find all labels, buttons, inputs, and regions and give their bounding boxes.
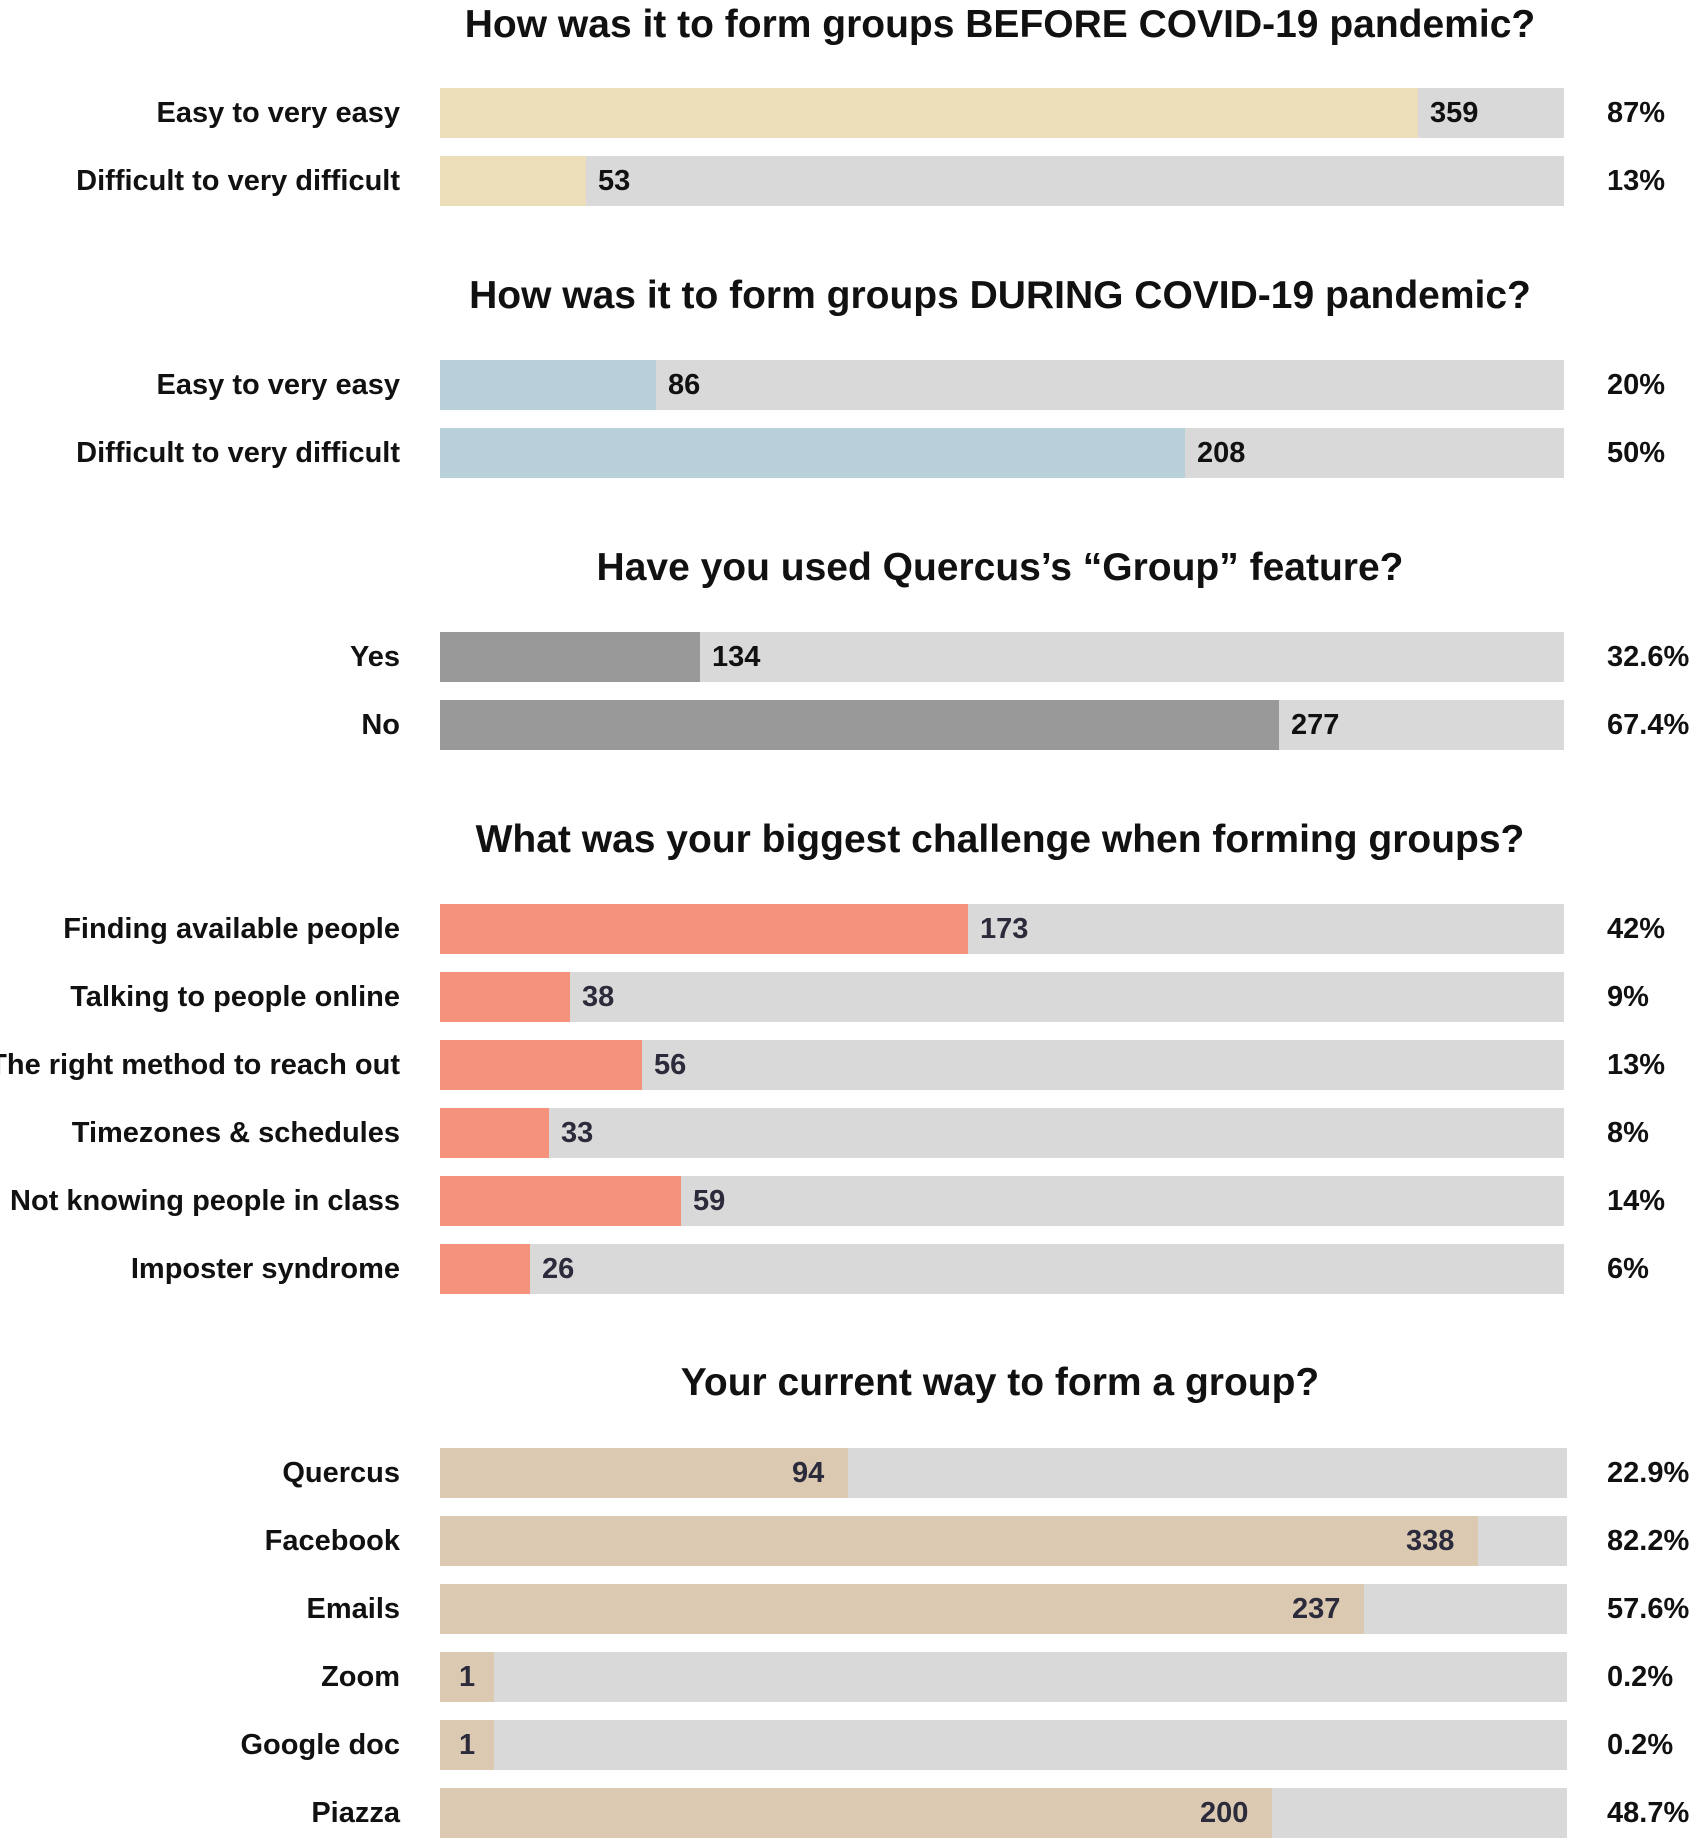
- bar: [440, 156, 586, 206]
- percent-label: 82.2%: [1607, 1525, 1690, 1557]
- bar: [440, 972, 570, 1022]
- chart-title: How was it to form groups BEFORE COVID-1…: [464, 3, 1536, 46]
- bar-track: 38: [440, 972, 1564, 1022]
- chart-title: What was your biggest challenge when for…: [475, 818, 1525, 861]
- percent-label: 32.6%: [1607, 641, 1690, 673]
- bar-value-label: 237: [1292, 1593, 1341, 1625]
- bar: [440, 1788, 1272, 1838]
- bar-track: 26: [440, 1244, 1564, 1294]
- percent-label: 57.6%: [1607, 1593, 1690, 1625]
- bar-track: 208: [440, 428, 1564, 478]
- bar-value-label: 173: [980, 913, 1029, 945]
- category-label: Google doc: [240, 1729, 401, 1761]
- bar-value-label: 338: [1406, 1525, 1455, 1557]
- bar: [440, 1448, 848, 1498]
- category-label: Zoom: [321, 1661, 400, 1693]
- bar-value-label: 59: [693, 1185, 726, 1217]
- bar-track: 359: [440, 88, 1564, 138]
- bar-value-label: 26: [542, 1253, 575, 1285]
- bar-value-label: 86: [668, 369, 701, 401]
- category-label: Finding available people: [63, 913, 400, 945]
- bar-track: 338: [440, 1516, 1567, 1566]
- bar-track: 237: [440, 1584, 1567, 1634]
- bar: [440, 1652, 494, 1702]
- bar-track: 173: [440, 904, 1564, 954]
- category-label: Difficult to very difficult: [76, 165, 400, 197]
- category-label: Facebook: [264, 1525, 400, 1557]
- bar-track: 53: [440, 156, 1564, 206]
- category-label: Easy to very easy: [156, 369, 400, 401]
- bar-value-label: 94: [792, 1457, 825, 1489]
- category-label: The right method to reach out: [0, 1049, 400, 1081]
- bar: [440, 700, 1279, 750]
- bar-value-label: 1: [459, 1661, 476, 1693]
- percent-label: 0.2%: [1607, 1729, 1674, 1761]
- percent-label: 50%: [1607, 437, 1666, 469]
- percent-label: 22.9%: [1607, 1457, 1690, 1489]
- bar-value-label: 208: [1197, 437, 1246, 469]
- bar-value-label: 277: [1291, 709, 1340, 741]
- category-label: Difficult to very difficult: [76, 437, 400, 469]
- percent-label: 42%: [1607, 913, 1666, 945]
- category-label: Piazza: [311, 1797, 400, 1829]
- bar: [440, 1720, 494, 1770]
- percent-label: 13%: [1607, 1049, 1666, 1081]
- bar-track: 33: [440, 1108, 1564, 1158]
- percent-label: 9%: [1607, 981, 1649, 1013]
- category-label: Yes: [350, 641, 400, 673]
- bar-value-label: 1: [459, 1729, 476, 1761]
- percent-label: 20%: [1607, 369, 1666, 401]
- bar-track: 56: [440, 1040, 1564, 1090]
- bar: [440, 1244, 530, 1294]
- chart-title: Have you used Quercus’s “Group” feature?: [596, 546, 1404, 589]
- bar: [440, 1516, 1478, 1566]
- percent-label: 13%: [1607, 165, 1666, 197]
- bar: [440, 1040, 642, 1090]
- bar-value-label: 134: [712, 641, 761, 673]
- category-label: Not knowing people in class: [10, 1185, 400, 1217]
- bar-value-label: 53: [598, 165, 631, 197]
- bar-value-label: 359: [1430, 97, 1479, 129]
- percent-label: 8%: [1607, 1117, 1649, 1149]
- category-label: Quercus: [282, 1457, 400, 1489]
- bar: [440, 632, 700, 682]
- bar-track: 200: [440, 1788, 1567, 1838]
- bar: [440, 360, 656, 410]
- bar: [440, 1584, 1364, 1634]
- percent-label: 6%: [1607, 1253, 1649, 1285]
- bar: [440, 904, 968, 954]
- bar-track: 1: [440, 1720, 1567, 1770]
- bar-track: 277: [440, 700, 1564, 750]
- bar-value-label: 38: [582, 981, 615, 1013]
- bar-track: 1: [440, 1652, 1567, 1702]
- bar-track: 86: [440, 360, 1564, 410]
- bar-track: 94: [440, 1448, 1567, 1498]
- bar: [440, 428, 1185, 478]
- category-label: Emails: [306, 1593, 401, 1625]
- bar: [440, 88, 1418, 138]
- percent-label: 0.2%: [1607, 1661, 1674, 1693]
- chart-title: Your current way to form a group?: [680, 1361, 1320, 1404]
- percent-label: 14%: [1607, 1185, 1666, 1217]
- bar-value-label: 33: [561, 1117, 594, 1149]
- category-label: Talking to people online: [70, 981, 400, 1013]
- percent-label: 67.4%: [1607, 709, 1690, 741]
- percent-label: 48.7%: [1607, 1797, 1690, 1829]
- bar-value-label: 56: [654, 1049, 687, 1081]
- bar: [440, 1108, 549, 1158]
- percent-label: 87%: [1607, 97, 1666, 129]
- bar-track: 59: [440, 1176, 1564, 1226]
- bar-value-label: 200: [1200, 1797, 1249, 1829]
- category-label: Easy to very easy: [156, 97, 400, 129]
- category-label: Imposter syndrome: [130, 1253, 400, 1285]
- bar-track: 134: [440, 632, 1564, 682]
- bar: [440, 1176, 681, 1226]
- chart-title: How was it to form groups DURING COVID-1…: [469, 274, 1531, 317]
- category-label: No: [361, 709, 400, 741]
- category-label: Timezones & schedules: [71, 1117, 400, 1149]
